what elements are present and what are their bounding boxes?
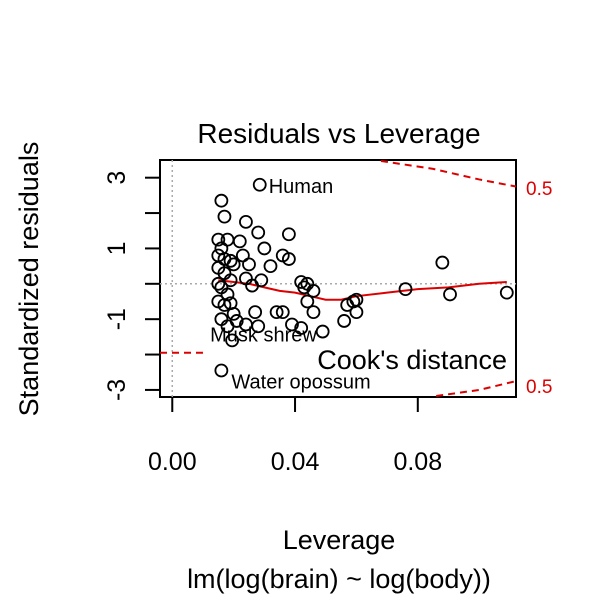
data-point (229, 314, 244, 328)
point-label: Human (269, 176, 333, 198)
cooks-contour-lower (436, 380, 517, 397)
data-point (435, 255, 450, 270)
data-point (220, 232, 235, 247)
scatter-points (211, 177, 514, 378)
cooks-level-lower-label: 0.5 (526, 377, 552, 398)
y-tick-label: -3 (103, 379, 131, 401)
data-point (248, 305, 263, 320)
point-labels: Human Musk shrew Water opossum (210, 176, 371, 394)
cooks-distance-label: Cook's distance (317, 345, 507, 375)
y-axis-label: Standardized residuals (14, 142, 44, 417)
data-point (337, 314, 352, 328)
reference-lines (160, 160, 516, 397)
cooks-contour-upper (380, 160, 517, 188)
data-point (285, 317, 299, 332)
y-tick-label: -1 (103, 308, 131, 330)
x-tick-label: 0.00 (148, 448, 197, 476)
data-point (226, 306, 241, 321)
data-point (297, 280, 312, 295)
x-tick-label: 0.04 (271, 448, 320, 476)
cooks-distance-lines (160, 160, 517, 397)
data-point (281, 227, 296, 242)
data-point (349, 305, 364, 320)
data-point (226, 257, 241, 272)
axes: 0.00 0.04 0.08 3 1 -1 -3 (103, 171, 442, 476)
data-point (300, 294, 315, 309)
data-point (306, 283, 321, 298)
point-label: Water opossum (231, 371, 370, 393)
smoother-path (218, 279, 507, 301)
data-point (294, 321, 309, 335)
x-axis-label: Leverage (283, 525, 396, 555)
data-point (315, 324, 330, 339)
chart-title: Residuals vs Leverage (197, 118, 480, 149)
y-tick-label: 3 (103, 171, 131, 185)
data-point (257, 241, 272, 256)
data-point (254, 273, 269, 288)
data-point (223, 273, 238, 288)
data-point (281, 252, 296, 266)
data-point (214, 363, 229, 378)
data-point (443, 287, 457, 302)
data-point (232, 234, 247, 249)
data-point (223, 253, 238, 268)
data-point (214, 193, 229, 208)
data-point (306, 305, 321, 320)
data-point (398, 282, 413, 297)
data-point (499, 285, 514, 300)
data-point (217, 209, 232, 224)
data-point (211, 232, 226, 247)
data-point (269, 305, 284, 320)
data-point (239, 215, 253, 229)
data-point (251, 319, 266, 334)
chart-subtitle: lm(log(brain) ~ log(body)) (187, 564, 491, 594)
point-label: Musk shrew (210, 324, 317, 346)
x-tick-label: 0.08 (393, 448, 442, 476)
data-point (251, 225, 266, 240)
data-point (211, 276, 226, 291)
data-point (242, 257, 256, 272)
data-point (252, 177, 267, 192)
smoother-line (218, 279, 507, 301)
y-tick-label: 1 (103, 241, 131, 255)
cooks-level-upper-label: 0.5 (526, 179, 552, 200)
data-point (263, 259, 278, 274)
data-point (235, 248, 250, 263)
data-point (275, 305, 290, 320)
data-point (225, 333, 240, 348)
data-point (217, 298, 232, 312)
